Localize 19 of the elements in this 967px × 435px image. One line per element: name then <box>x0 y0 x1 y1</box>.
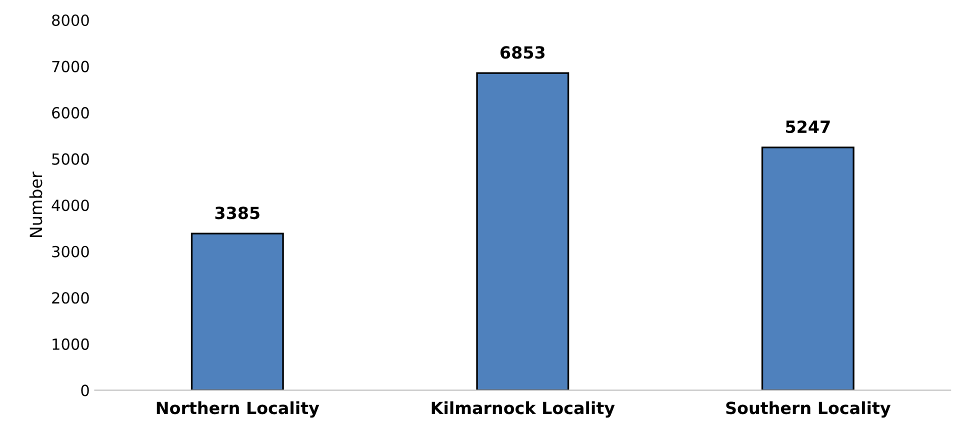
y-tick-label: 0 <box>81 384 89 396</box>
bar <box>761 146 854 390</box>
y-tick-label: 2000 <box>52 292 89 304</box>
bar <box>190 232 284 390</box>
y-tick-label: 7000 <box>52 60 89 72</box>
bar <box>476 72 570 390</box>
x-tick-label: Northern Locality <box>156 401 320 418</box>
y-tick-label: 6000 <box>52 107 89 119</box>
y-tick-label: 5000 <box>52 153 89 165</box>
x-tick-label: Kilmarnock Locality <box>432 401 615 418</box>
y-tick-label: 4000 <box>52 200 89 212</box>
y-tick-label: 8000 <box>52 14 89 26</box>
data-label: 5247 <box>786 120 830 134</box>
y-tick-label: 1000 <box>52 338 89 350</box>
y-tick-label: 3000 <box>52 246 89 258</box>
data-label: 6853 <box>500 46 545 59</box>
y-axis-title: Number <box>29 172 42 237</box>
data-label: 3385 <box>215 206 260 220</box>
x-tick-label: Southern Locality <box>726 401 891 418</box>
